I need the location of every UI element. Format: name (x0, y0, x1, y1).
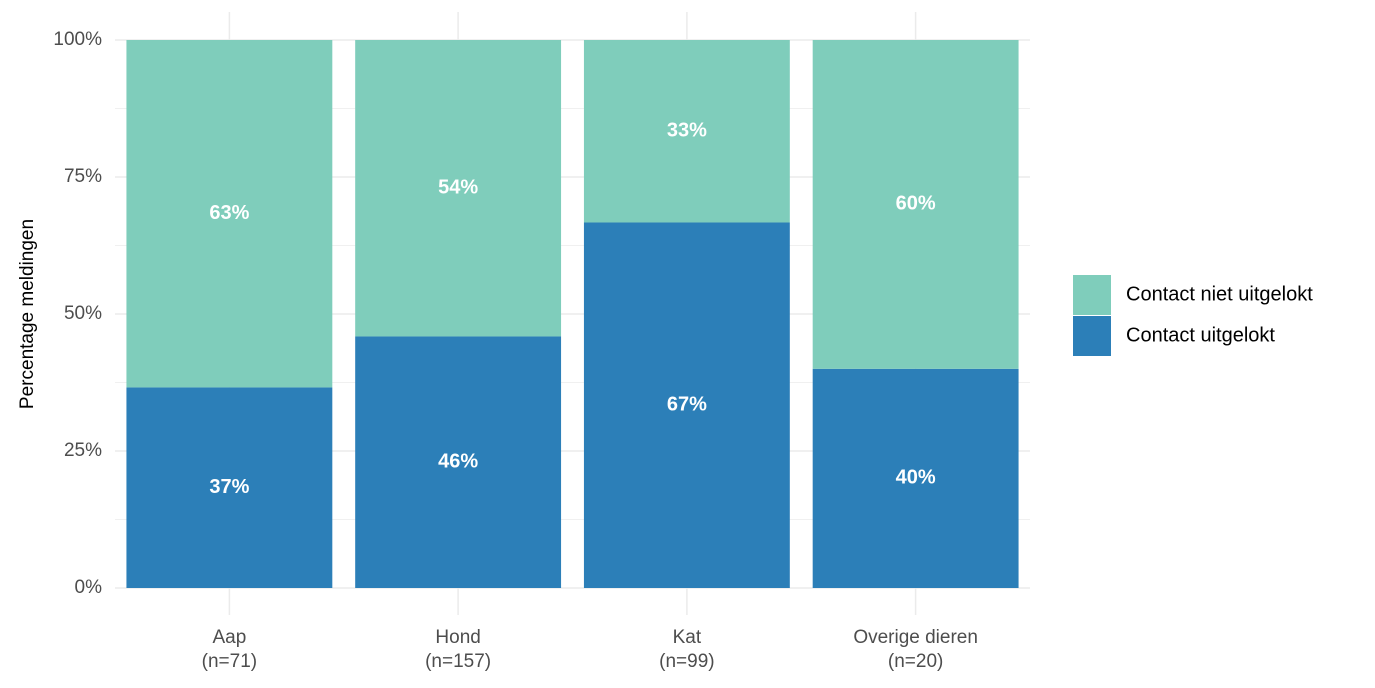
y-tick-label: 50% (64, 303, 102, 324)
y-tick-label: 100% (53, 29, 102, 50)
value-label: 33% (667, 120, 707, 142)
y-axis-label: Percentage meldingen (17, 219, 38, 409)
bar-segment (126, 387, 333, 588)
value-label: 63% (209, 202, 249, 224)
y-tick-label: 75% (64, 166, 102, 187)
bar-segment (583, 222, 790, 588)
bar-segment (126, 40, 333, 388)
value-label: 60% (896, 193, 936, 215)
legend-label: Contact niet uitgelokt (1126, 283, 1313, 305)
legend-swatch (1073, 275, 1111, 315)
value-label: 37% (209, 476, 249, 498)
x-tick-label: Overige dieren (n=20) (853, 627, 978, 672)
value-label: 54% (438, 177, 478, 199)
bar-segment (812, 368, 1019, 588)
bar-segment (355, 40, 562, 337)
legend-swatch (1073, 316, 1111, 356)
x-tick-label: Kat (n=99) (659, 627, 715, 672)
bar-segment (583, 40, 790, 223)
y-tick-label: 25% (64, 440, 102, 461)
value-label: 46% (438, 451, 478, 473)
value-label: 67% (667, 394, 707, 416)
legend-label: Contact uitgelokt (1126, 324, 1275, 346)
y-tick-label: 0% (75, 577, 103, 598)
x-tick-label: Aap (n=71) (201, 627, 258, 672)
x-tick-label: Hond (n=157) (425, 627, 492, 672)
bar-segment (355, 336, 562, 588)
value-label: 40% (896, 467, 936, 489)
bar-segment (812, 40, 1019, 369)
